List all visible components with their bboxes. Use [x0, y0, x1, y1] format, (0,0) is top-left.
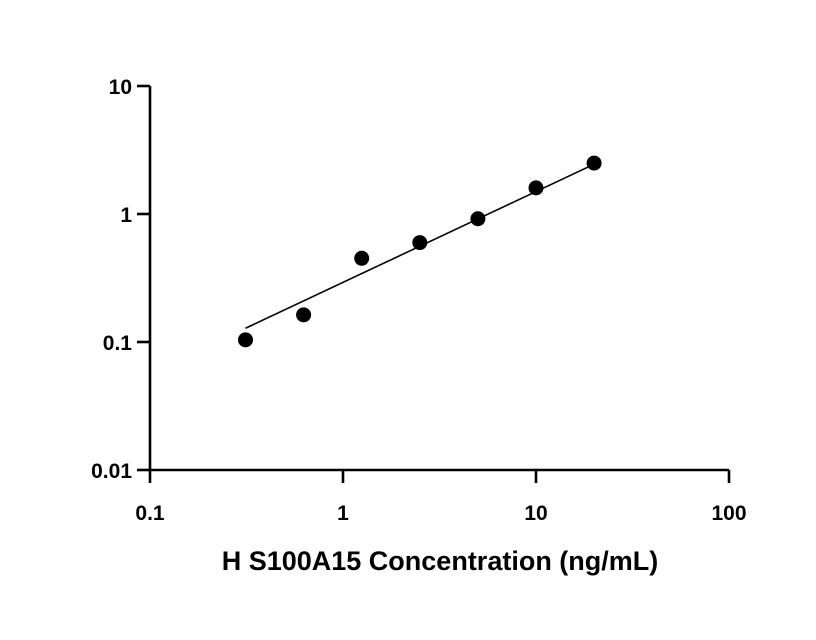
x-tick-label: 100	[711, 502, 746, 525]
data-point	[470, 211, 486, 227]
axes	[148, 86, 729, 472]
y-tick-label: 1	[120, 204, 132, 227]
x-tick-label: 1	[337, 502, 349, 525]
data-point	[354, 250, 370, 266]
y-tick-label: 0.1	[103, 332, 133, 355]
data-point	[238, 332, 254, 348]
data-point	[528, 180, 544, 196]
x-axis-ticks: 0.1 1 10 100	[135, 470, 747, 525]
data-point	[412, 235, 428, 251]
y-tick-label: 10	[109, 76, 132, 99]
y-axis-ticks: 0.01 0.1 1 10	[91, 76, 150, 483]
y-tick-label: 0.01	[91, 460, 132, 483]
x-axis-title: H S100A15 Concentration (ng/mL)	[222, 546, 659, 576]
x-tick-label: 0.1	[135, 502, 165, 525]
data-point	[296, 307, 312, 323]
data-points	[238, 155, 602, 348]
data-point	[586, 155, 602, 171]
x-tick-label: 10	[524, 502, 547, 525]
